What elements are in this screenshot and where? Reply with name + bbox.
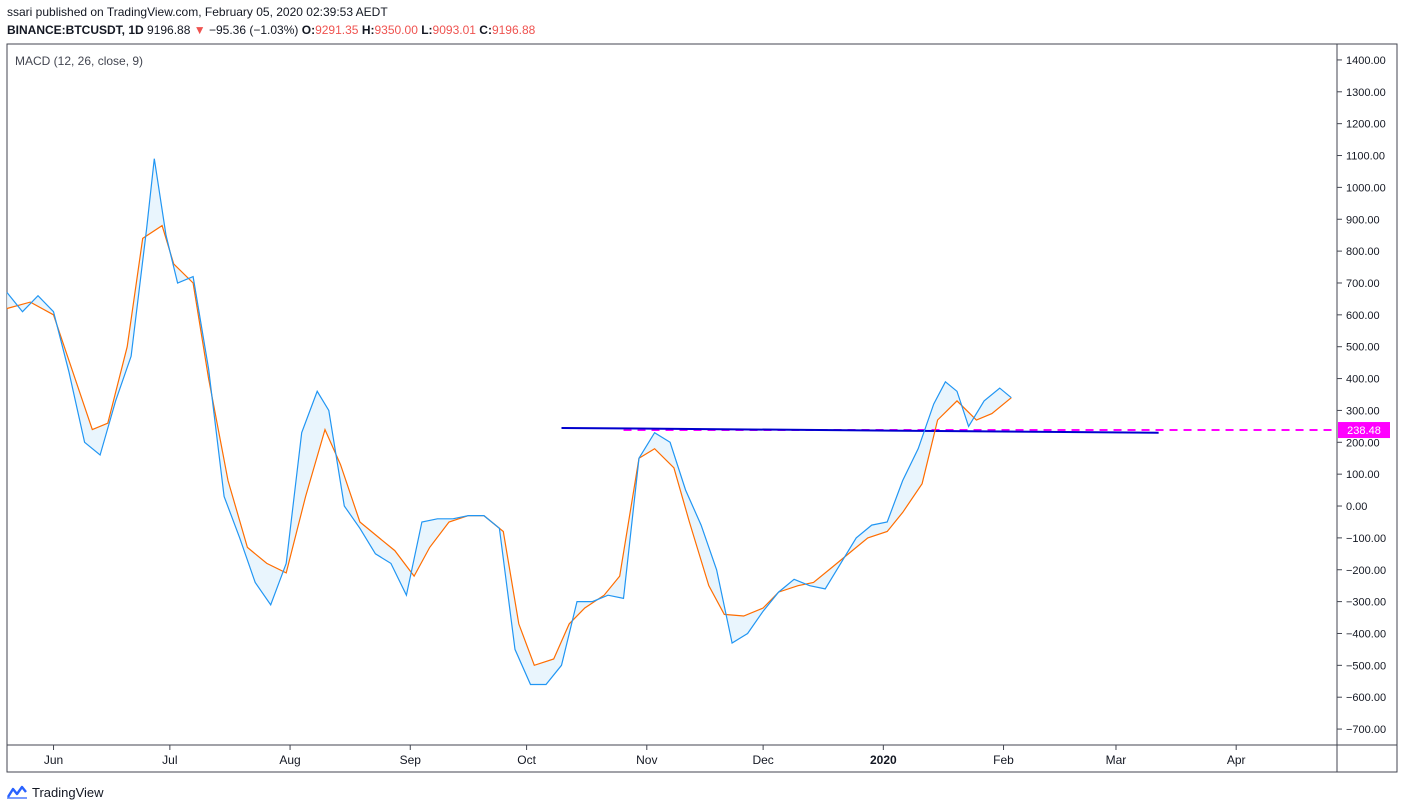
- x-tick-label: Mar: [1106, 753, 1127, 767]
- macd-chart[interactable]: MACD (12, 26, close, 9) 1400.00 1300.00 120…: [0, 0, 1404, 780]
- y-tick-label: 1200.00: [1346, 119, 1386, 131]
- x-tick-label: Aug: [279, 753, 300, 767]
- low-label: L:: [421, 23, 433, 37]
- y-tick-label: 800.00: [1346, 246, 1380, 258]
- tradingview-brand: TradingView: [32, 784, 104, 800]
- last-price: 9196.88: [147, 23, 191, 37]
- y-tick-label: 1300.00: [1346, 87, 1386, 99]
- close-label: C:: [479, 23, 492, 37]
- x-tick-label: 2020: [870, 753, 897, 767]
- level-label-box: [1338, 422, 1390, 439]
- y-tick-label: 900.00: [1346, 214, 1380, 226]
- price-change: −95.36 (−1.03%): [208, 23, 299, 37]
- level-label: 238.48: [1347, 425, 1381, 437]
- high-value: 9350.00: [374, 23, 418, 37]
- y-tick-label: −300.00: [1346, 597, 1386, 609]
- close-value: 9196.88: [491, 23, 536, 37]
- x-tick-label: Feb: [993, 753, 1014, 767]
- y-tick-label: −200.00: [1346, 565, 1386, 577]
- y-tick-label: 200.00: [1346, 437, 1380, 449]
- low-value: 9093.01: [432, 23, 476, 37]
- symbol-info-line: BINANCE:BTCUSDT, 1D 9196.88 ▼ −95.36 (−1…: [7, 21, 535, 39]
- footer: TradingView: [6, 782, 104, 802]
- macd-signal-fill: [7, 163, 1011, 685]
- y-tick-label: 300.00: [1346, 405, 1380, 417]
- symbol-label: BINANCE:BTCUSDT, 1D: [7, 23, 144, 37]
- tradingview-logo-icon: [6, 785, 27, 799]
- x-tick-label: Nov: [636, 753, 657, 767]
- down-arrow-icon: ▼: [193, 23, 206, 37]
- macd-line: [6, 158, 1012, 686]
- open-value: 9291.35: [315, 23, 359, 37]
- high-label: H:: [361, 23, 375, 37]
- x-tick-label: Apr: [1227, 753, 1246, 767]
- y-tick-label: −700.00: [1346, 724, 1386, 736]
- y-tick-label: −500.00: [1346, 660, 1386, 672]
- open-label: O:: [301, 23, 316, 37]
- x-tick-label: Oct: [517, 753, 536, 767]
- y-tick-label: 1000.00: [1346, 182, 1386, 194]
- x-tick-label: Jul: [162, 753, 177, 767]
- y-tick-label: 1100.00: [1346, 151, 1385, 163]
- y-tick-label: 600.00: [1346, 310, 1380, 322]
- x-tick-label: Jun: [44, 753, 63, 767]
- y-tick-label: 1400.00: [1346, 55, 1386, 67]
- y-tick-label: −400.00: [1346, 628, 1386, 640]
- publish-info: ssari published on TradingView.com, Febr…: [7, 5, 388, 19]
- y-tick-label: −100.00: [1346, 533, 1386, 545]
- y-tick-label: 500.00: [1346, 342, 1380, 354]
- y-tick-label: 100.00: [1346, 469, 1380, 481]
- x-tick-label: Sep: [400, 753, 422, 767]
- y-tick-label: 700.00: [1346, 278, 1380, 290]
- chart-header: ssari published on TradingView.com, Febr…: [7, 3, 535, 39]
- y-tick-label: −600.00: [1346, 692, 1386, 704]
- chart-frame: [6, 43, 1398, 773]
- indicator-title: MACD (12, 26, close, 9): [15, 54, 143, 68]
- trendline: [561, 426, 1159, 434]
- x-tick-label: Dec: [752, 753, 773, 767]
- y-tick-label: 0.00: [1346, 501, 1367, 513]
- y-tick-label: 400.00: [1346, 374, 1380, 386]
